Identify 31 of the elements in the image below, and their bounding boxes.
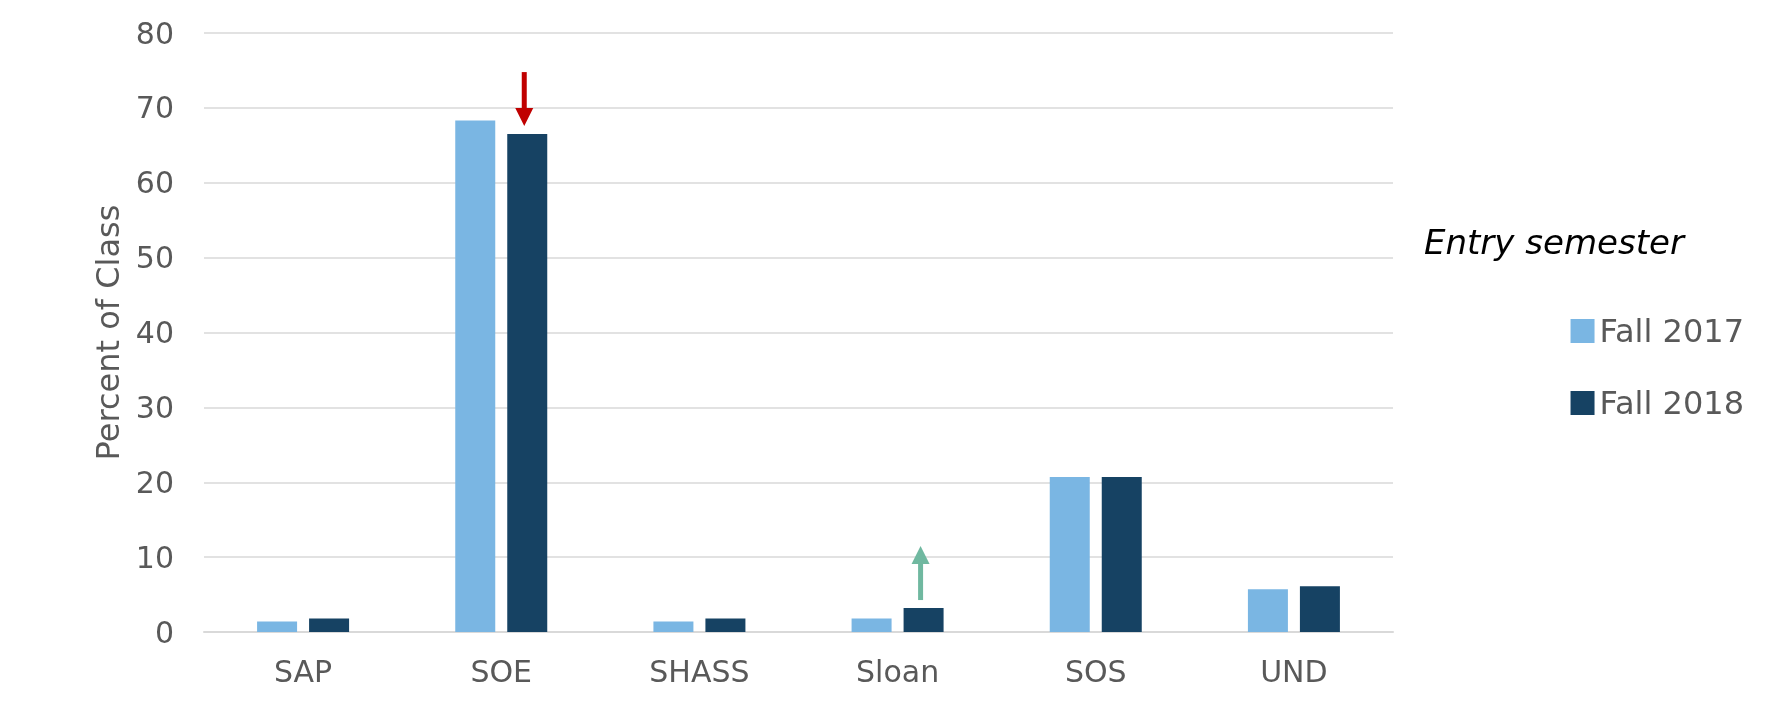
bar: [455, 120, 496, 632]
x-tick-label: Sloan: [856, 653, 940, 689]
x-tick-label: UND: [1260, 653, 1328, 689]
y-tick-label: 20: [135, 464, 174, 500]
bar: [851, 618, 892, 632]
x-tick-label: SOS: [1064, 653, 1127, 689]
bar: [1049, 477, 1090, 632]
bar: [1101, 477, 1142, 632]
y-tick-label: 0: [154, 614, 174, 650]
y-tick-label: 40: [135, 315, 174, 350]
y-tick-label: 70: [135, 90, 174, 126]
bar: [903, 608, 944, 632]
y-tick-label: 10: [135, 539, 174, 575]
bar: [507, 134, 548, 632]
bar: [653, 621, 694, 632]
y-axis-title: Percent of Class: [89, 204, 127, 461]
x-tick-label: SHASS: [649, 653, 750, 689]
bar: [1247, 589, 1288, 632]
legend-label: Fall 2017: [1599, 312, 1744, 350]
bar: [309, 618, 350, 632]
x-tick-label: SAP: [273, 653, 333, 689]
x-tick-label: SOE: [470, 653, 533, 689]
y-tick-label: 60: [135, 165, 174, 201]
bar: [257, 621, 298, 632]
legend-label: Fall 2018: [1599, 384, 1744, 422]
y-tick-label: 50: [135, 240, 174, 276]
y-tick-label: 30: [135, 389, 174, 425]
y-tick-label: 80: [135, 15, 174, 51]
bar: [705, 618, 746, 632]
legend-title: Entry semester: [1424, 222, 1684, 262]
bar: [1299, 586, 1340, 632]
